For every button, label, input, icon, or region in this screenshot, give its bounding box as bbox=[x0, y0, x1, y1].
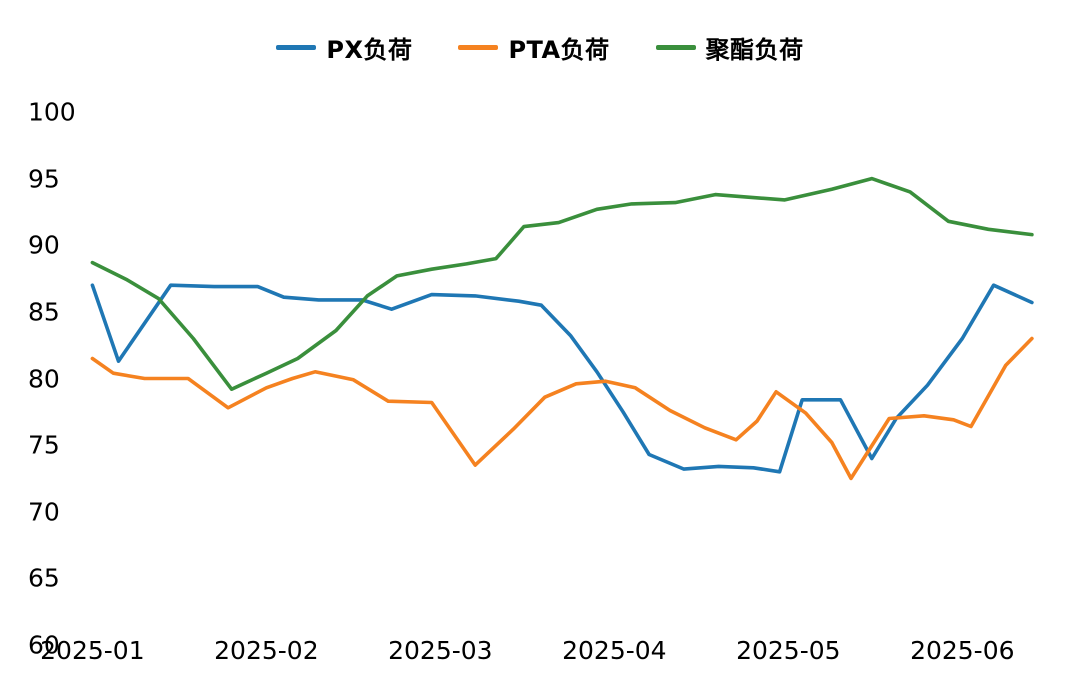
y-tick-label: 90 bbox=[28, 230, 60, 260]
series-line-2 bbox=[90, 176, 1034, 392]
y-tick-label: 95 bbox=[28, 164, 60, 194]
y-tick-label: 85 bbox=[28, 297, 60, 327]
legend-label: PTA负荷 bbox=[508, 36, 610, 64]
chart-legend: PX负荷 PTA负荷 聚酯负荷 bbox=[0, 30, 1080, 65]
legend-line-swatch bbox=[655, 45, 696, 50]
series-line-1 bbox=[90, 336, 1034, 481]
x-tick-label: 2025-04 bbox=[562, 636, 667, 665]
y-tick-label: 75 bbox=[28, 430, 60, 460]
y-tick-label: 80 bbox=[28, 364, 60, 393]
legend-line-swatch bbox=[276, 45, 317, 50]
y-tick-label: 100 bbox=[28, 97, 76, 127]
x-tick-label: 2025-01 bbox=[40, 636, 145, 665]
legend-item-0: PX负荷 bbox=[276, 30, 412, 65]
legend-item-1: PTA负荷 bbox=[458, 30, 609, 65]
x-tick-label: 2025-02 bbox=[214, 636, 319, 665]
legend-item-2: 聚酯负荷 bbox=[655, 30, 804, 65]
legend-line-swatch bbox=[458, 45, 499, 50]
x-tick-label: 2025-06 bbox=[910, 636, 1015, 665]
series-line-0 bbox=[90, 283, 1034, 474]
x-tick-label: 2025-05 bbox=[736, 636, 841, 665]
x-tick-label: 2025-03 bbox=[388, 636, 493, 665]
y-tick-label: 65 bbox=[28, 563, 60, 593]
y-tick-label: 70 bbox=[28, 497, 60, 527]
y-tick-label: 60 bbox=[28, 630, 60, 660]
legend-label: 聚酯负荷 bbox=[705, 36, 804, 64]
legend-label: PX负荷 bbox=[326, 36, 413, 64]
